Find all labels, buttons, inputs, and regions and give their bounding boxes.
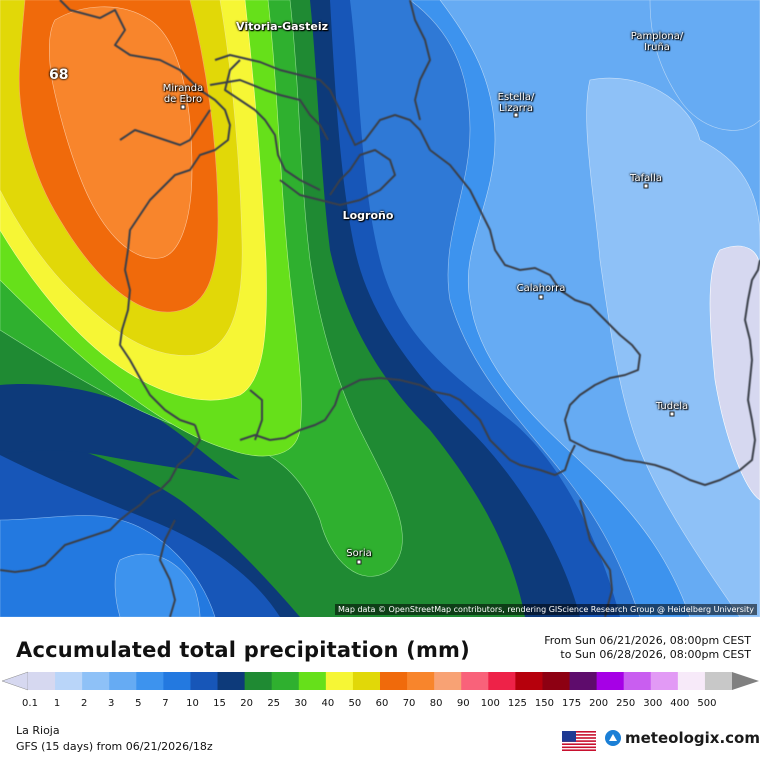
band-3mm-ne bbox=[649, 0, 760, 131]
city-label-estella: Estella/ Lizarra bbox=[497, 92, 535, 114]
map-title: Accumulated total precipitation (mm) bbox=[16, 638, 470, 662]
city-label-calahorra: Calahorra bbox=[516, 283, 566, 294]
city-marker-soria bbox=[356, 559, 362, 565]
city-marker-tudela bbox=[669, 411, 675, 417]
meteologix-logo[interactable]: meteologix.com bbox=[604, 729, 760, 747]
legend-swatch bbox=[542, 672, 571, 690]
legend-swatch bbox=[488, 672, 516, 690]
city-label-pamplona: Pamplona/ Iruña bbox=[630, 31, 684, 53]
legend-swatch bbox=[569, 672, 598, 690]
band-3mm-sw bbox=[114, 553, 201, 617]
city-label-miranda-de-ebro: Miranda de Ebro bbox=[162, 83, 204, 105]
city-label-tudela: Tudela bbox=[655, 401, 689, 412]
legend-tick-label: 40 bbox=[321, 698, 335, 709]
legend-swatch bbox=[163, 672, 191, 690]
legend-tick-label: 90 bbox=[456, 698, 470, 709]
legend-swatch bbox=[298, 672, 327, 690]
legend-tick-label: 60 bbox=[375, 698, 389, 709]
meteologix-logo-text: meteologix.com bbox=[625, 729, 760, 747]
legend-tick-label: 7 bbox=[162, 698, 169, 709]
legend-tick-label: 1 bbox=[53, 698, 61, 709]
city-label-logrono: Logroño bbox=[342, 209, 394, 222]
precipitation-map[interactable]: 68 Vitoria-Gasteiz Pamplona/ Iruña Miran… bbox=[0, 0, 760, 617]
city-marker-tafalla bbox=[643, 183, 649, 189]
legend-tick-label: 25 bbox=[267, 698, 281, 709]
legend-swatch bbox=[190, 672, 219, 690]
legend-color-bar bbox=[1, 671, 759, 691]
legend-tick-label: 175 bbox=[561, 698, 582, 709]
legend-swatch bbox=[244, 672, 273, 690]
legend-swatch bbox=[461, 672, 489, 690]
legend-tick-label: 200 bbox=[589, 698, 609, 709]
legend-tick-label: 125 bbox=[507, 698, 527, 709]
legend-tick-label: 20 bbox=[240, 698, 253, 709]
legend-tick-label: 15 bbox=[213, 698, 226, 709]
legend-swatch bbox=[352, 672, 381, 690]
legend-tick-label: 50 bbox=[348, 698, 362, 709]
legend-tick-label: 10 bbox=[186, 698, 199, 709]
legend-tick-label: 300 bbox=[643, 698, 663, 709]
legend-tick-label: 150 bbox=[534, 698, 554, 709]
legend-swatch bbox=[82, 672, 110, 690]
band-15mm-w bbox=[0, 384, 240, 480]
legend-swatch bbox=[704, 672, 733, 690]
legend-tick-label: 100 bbox=[480, 698, 500, 709]
legend-tick-label: 500 bbox=[697, 698, 717, 709]
legend-swatch bbox=[677, 672, 706, 690]
legend-tick-label: 70 bbox=[402, 698, 416, 709]
time-range: From Sun 06/21/2026, 08:00pm CEST to Sun… bbox=[544, 634, 751, 662]
region-borders bbox=[0, 0, 760, 617]
legend-swatch bbox=[217, 672, 246, 690]
legend-swatch bbox=[515, 672, 543, 690]
legend-tick-label: 80 bbox=[429, 698, 443, 709]
max-value-label: 68 bbox=[49, 67, 69, 83]
legend-tick-label: 30 bbox=[294, 698, 308, 709]
legend-tick-label: 5 bbox=[135, 698, 142, 709]
legend-swatch bbox=[407, 672, 435, 690]
band-70mm bbox=[49, 6, 193, 259]
time-range-to: to Sun 06/28/2026, 08:00pm CEST bbox=[560, 648, 751, 661]
city-label-tafalla: Tafalla bbox=[630, 173, 662, 184]
region-name: La Rioja bbox=[16, 724, 60, 737]
legend-tick-label: 250 bbox=[616, 698, 636, 709]
us-flag-icon[interactable] bbox=[562, 731, 596, 751]
legend-swatch bbox=[325, 672, 354, 690]
legend-swatch bbox=[380, 672, 408, 690]
legend-swatch bbox=[136, 672, 164, 690]
city-marker-calahorra bbox=[538, 294, 544, 300]
legend-swatch bbox=[109, 672, 137, 690]
legend-tick-label: 400 bbox=[670, 698, 690, 709]
legend-swatch bbox=[434, 672, 462, 690]
precipitation-contours bbox=[0, 0, 760, 617]
legend-tick-label: 0.1 bbox=[22, 698, 38, 709]
legend-swatch bbox=[596, 672, 625, 690]
city-label-soria: Soria bbox=[346, 548, 372, 559]
map-attribution: Map data © OpenStreetMap contributors, r… bbox=[335, 604, 757, 615]
legend-swatch bbox=[55, 672, 83, 690]
color-legend: 0.1 1 2 3 5 7 10 15 20 25 30 40 50 60 70 80 90 100 125 150 1… bbox=[1, 670, 760, 709]
band-2mm bbox=[586, 77, 760, 617]
city-label-vitoria-gasteiz: Vitoria-Gasteiz bbox=[236, 20, 328, 33]
legend-tick-label: 2 bbox=[80, 698, 88, 709]
legend-swatch bbox=[28, 672, 56, 690]
legend-swatch bbox=[271, 672, 300, 690]
legend-tick-label: 3 bbox=[108, 698, 115, 709]
model-run-info: GFS (15 days) from 06/21/2026/18z bbox=[16, 740, 213, 753]
legend-max-arrow bbox=[732, 672, 759, 690]
legend-min-arrow bbox=[1, 671, 29, 691]
meteologix-logo-icon bbox=[605, 730, 621, 746]
time-range-from: From Sun 06/21/2026, 08:00pm CEST bbox=[544, 634, 751, 647]
city-marker-miranda-de-ebro bbox=[180, 104, 186, 110]
legend-swatch bbox=[650, 672, 679, 690]
legend-swatch bbox=[623, 672, 652, 690]
city-marker-estella bbox=[513, 112, 519, 118]
